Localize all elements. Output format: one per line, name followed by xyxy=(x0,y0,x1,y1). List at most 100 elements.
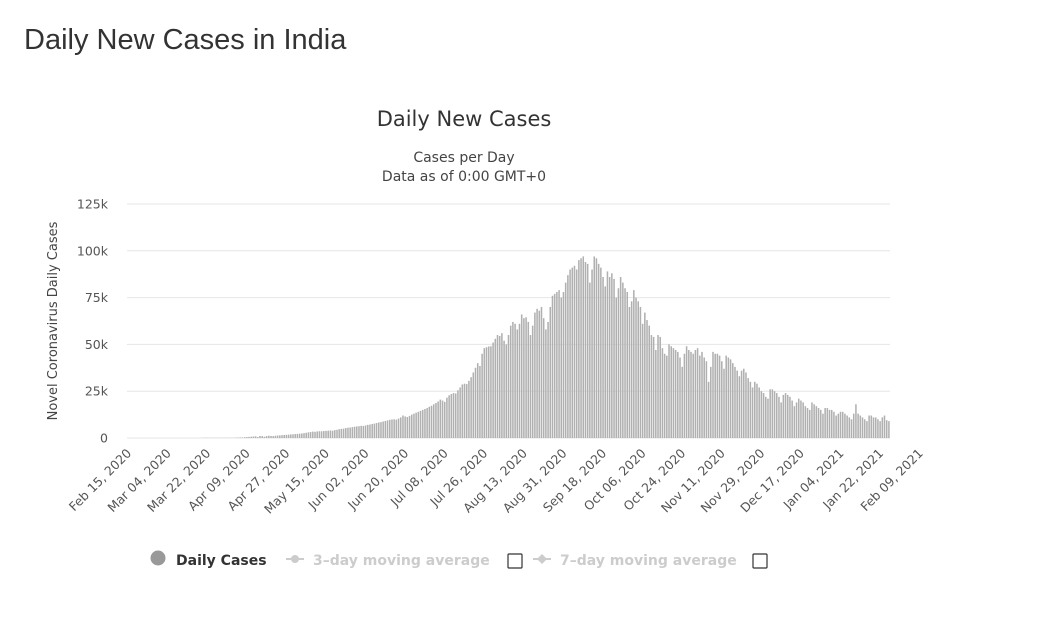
bar xyxy=(459,387,461,438)
bar xyxy=(714,353,716,438)
bar xyxy=(505,344,508,438)
bar xyxy=(674,350,677,438)
bar xyxy=(285,434,288,438)
bar xyxy=(567,275,569,438)
bar xyxy=(608,277,611,438)
bar xyxy=(382,421,384,438)
bar xyxy=(637,301,639,438)
bar xyxy=(866,421,868,438)
bar xyxy=(833,411,835,438)
bar xyxy=(602,277,604,438)
bar xyxy=(883,415,886,438)
bar xyxy=(274,435,277,438)
bar xyxy=(822,413,824,438)
bar xyxy=(789,396,791,438)
y-tick-label: 50k xyxy=(85,337,109,352)
bar xyxy=(721,361,723,438)
bar xyxy=(424,408,426,438)
bar xyxy=(705,361,708,438)
bar xyxy=(474,367,477,438)
bar xyxy=(248,436,250,438)
bar xyxy=(490,346,492,438)
bar xyxy=(446,397,448,438)
bar xyxy=(435,402,437,438)
bar xyxy=(525,317,527,438)
bar xyxy=(386,420,389,438)
bar xyxy=(362,426,365,438)
bar xyxy=(498,335,501,438)
bar xyxy=(336,429,338,438)
bar xyxy=(672,348,675,438)
legend-3-day-marker-icon xyxy=(291,555,299,563)
bar xyxy=(859,415,862,438)
bar xyxy=(639,306,642,438)
y-tick-label: 75k xyxy=(85,290,109,305)
bar xyxy=(802,402,804,438)
bar xyxy=(743,368,745,438)
bar xyxy=(591,269,593,438)
bar xyxy=(571,267,574,438)
bar xyxy=(406,417,409,438)
bar xyxy=(391,419,393,438)
bar xyxy=(595,258,598,438)
bar xyxy=(307,432,310,438)
bar xyxy=(556,291,558,438)
bar xyxy=(837,413,840,438)
bar xyxy=(624,288,626,438)
bar xyxy=(841,411,844,438)
y-axis-title: Novel Coronavirus Daily Cases xyxy=(46,221,61,420)
bar xyxy=(342,428,345,438)
bar xyxy=(503,340,505,438)
bar xyxy=(626,291,629,438)
bar xyxy=(732,363,734,438)
bar xyxy=(316,431,318,438)
bar xyxy=(861,417,864,438)
chart-title: Daily New Cases xyxy=(377,107,552,131)
bar xyxy=(633,290,635,438)
legend-daily-cases-marker-icon xyxy=(150,550,166,566)
toggle-7-day-average-checkbox[interactable] xyxy=(752,553,768,569)
bar xyxy=(569,269,571,438)
bar xyxy=(712,351,714,438)
bar xyxy=(808,409,811,438)
legend: Daily Cases 3–day moving average 7–day m… xyxy=(150,550,768,570)
bar xyxy=(551,295,554,438)
bar xyxy=(727,357,730,438)
bar xyxy=(270,435,272,438)
bar xyxy=(393,419,395,438)
y-tick-label: 125k xyxy=(77,197,109,212)
bar xyxy=(692,353,694,438)
bar xyxy=(246,437,248,438)
bar xyxy=(437,401,439,438)
bar xyxy=(751,387,754,438)
bar xyxy=(795,402,798,438)
bar xyxy=(690,351,692,438)
bar xyxy=(723,368,725,438)
bar xyxy=(367,424,369,438)
bar xyxy=(688,350,690,438)
bar xyxy=(329,430,332,438)
bar xyxy=(771,389,774,438)
bar xyxy=(527,321,530,438)
legend-item-7-day-average[interactable]: 7–day moving average xyxy=(533,553,737,569)
bar xyxy=(696,348,699,438)
bar xyxy=(718,355,721,438)
bar xyxy=(659,336,661,438)
bar xyxy=(791,400,793,438)
y-axis-ticks: 0 25k 50k 75k 100k 125k xyxy=(77,197,109,446)
bar xyxy=(679,357,681,438)
bar xyxy=(441,400,444,438)
bar xyxy=(540,306,543,438)
bar xyxy=(797,398,800,438)
legend-item-3-day-average[interactable]: 3–day moving average xyxy=(286,553,490,569)
bar xyxy=(734,366,736,438)
legend-item-daily-cases[interactable]: Daily Cases xyxy=(150,550,267,570)
bar xyxy=(780,402,782,438)
toggle-3-day-average-checkbox[interactable] xyxy=(507,553,523,569)
bar xyxy=(778,396,780,438)
bar xyxy=(529,335,532,438)
bar xyxy=(547,321,549,438)
bar xyxy=(463,383,466,438)
